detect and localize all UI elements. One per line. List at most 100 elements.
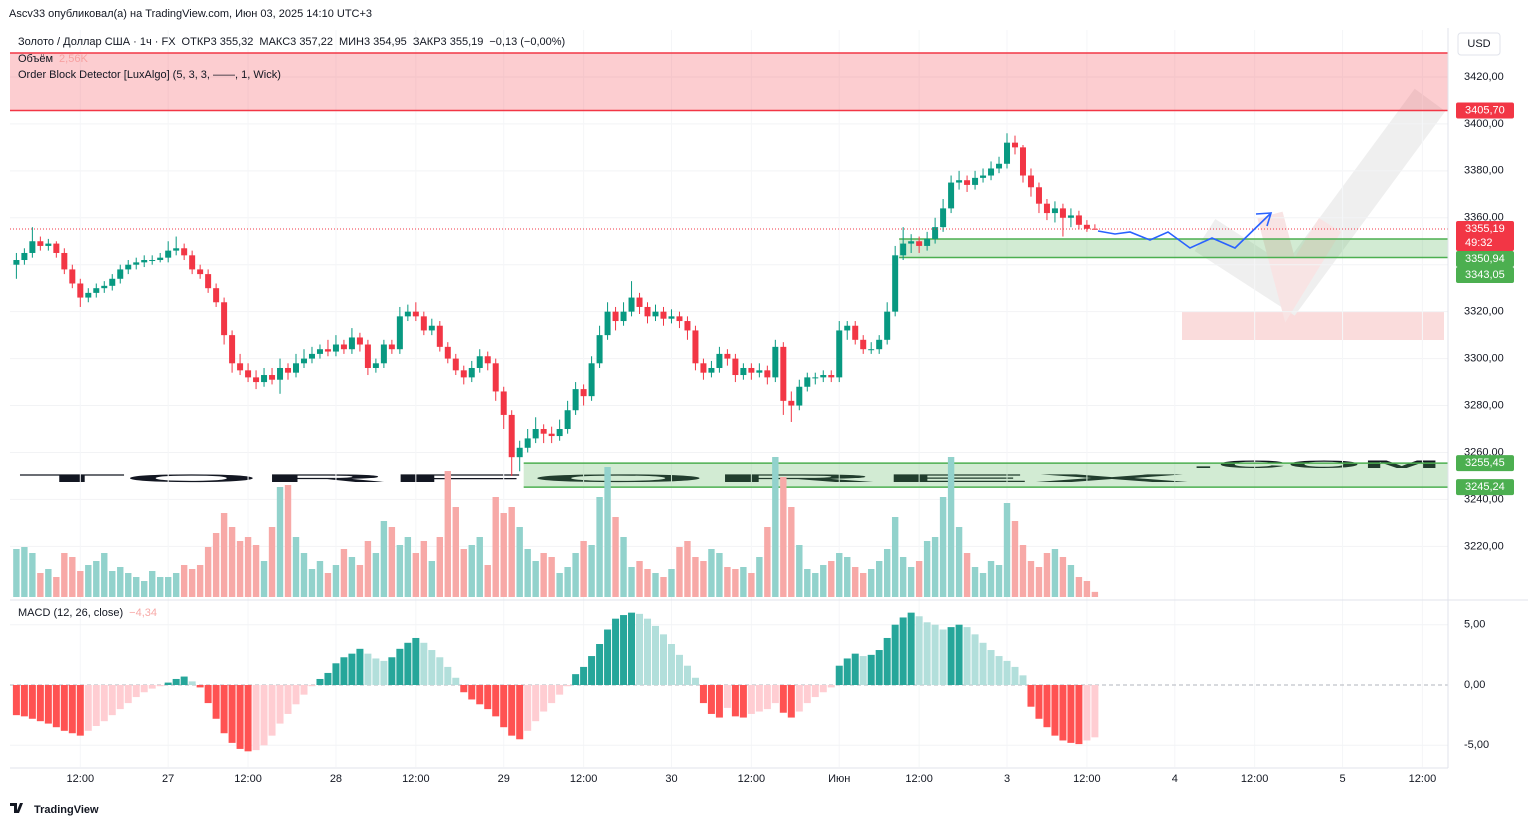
candle-body [916,241,923,246]
volume-bar [1035,567,1043,597]
footer-logo: TradingView [10,803,99,816]
volume-bar [133,577,140,597]
macd-bar [428,650,436,685]
macd-bar [803,685,811,704]
macd-bar [84,685,92,731]
candle-body [1019,147,1026,176]
macd-bar [628,612,636,685]
macd-bar [196,685,204,688]
macd-bar [236,685,244,749]
candle-body [452,358,459,371]
publisher: Ascv33 опубликовал(а) на TradingView.com… [9,8,372,20]
volume-bar [748,573,755,597]
symbol-name: Золото / Доллар США · 1ч · FX [18,36,176,48]
macd-bar [580,666,588,685]
volume-bar [684,541,691,597]
volume-bar [796,545,803,597]
macd-bar [340,657,348,685]
candle-body [412,311,419,317]
volume-bar [700,561,707,597]
candle-body [77,283,84,298]
macd-bar [899,617,907,685]
macd-bar [476,685,484,705]
macd-bar [867,654,875,685]
currency[interactable]: USD [1467,38,1490,50]
candle-body [788,400,795,406]
macd-bar [1091,685,1099,738]
candle-body [868,349,875,351]
volume-bar [300,553,308,597]
price-label: 3350,94 [1465,253,1505,265]
volume-bar [53,577,60,597]
macd-bar [284,685,292,714]
macd-bar [1051,685,1059,736]
candle-body [133,262,140,265]
candle-body [556,429,563,437]
candle-body [692,330,699,364]
candle-body [261,375,268,383]
volume-bar [476,537,483,597]
ohlc-field-name: ЗАКР [413,36,441,48]
volume-bar [532,561,539,597]
macd-bar [875,650,883,685]
volume-bar [804,569,811,597]
candle-body [1091,228,1098,230]
candle-body [772,346,779,378]
macd-bar [148,685,156,689]
macd-bar [787,685,795,718]
x-tick-label: 29 [498,773,510,785]
volume-bar [460,549,467,597]
macd-bar [1003,660,1011,685]
volume-bar [324,573,332,597]
candle-body [348,337,355,350]
macd-bar [324,672,332,685]
volume-bar [69,557,76,597]
volume-bar [588,545,595,597]
candle-body [476,356,483,368]
candle-body [524,438,531,448]
volume-bar [995,565,1003,597]
volume-bar [652,573,659,597]
candle-body [572,389,579,411]
macd-bar [572,674,580,685]
candle-body [221,302,228,336]
candle-body [492,363,499,392]
candle-body [628,297,635,312]
macd-bar [92,685,100,726]
candle-body [1067,215,1074,218]
macd-bar [859,656,867,685]
volume-bar [860,573,867,597]
macd-bar [300,685,308,695]
candle-body [420,316,427,331]
macd-bar [835,665,843,685]
volume-bar [1043,553,1051,597]
volume-bar [620,537,627,597]
volume-bar [612,517,619,597]
candle-body [229,335,236,364]
volume-bar [149,571,156,597]
volume-bar [1011,521,1019,597]
macd-bar [955,624,963,685]
macd-bar [444,666,452,685]
macd-bar [1083,685,1091,741]
candle-body [700,363,707,373]
macd-bar [939,629,947,685]
candle-body [1035,187,1042,204]
volume-legend-name: Объём [18,53,53,65]
macd-bar [851,653,859,685]
volume-bar [212,533,220,597]
candle-body [125,264,132,270]
volume-bar [971,567,979,597]
volume-bar [204,547,212,597]
candle-body [484,356,491,364]
currency-box[interactable] [1457,32,1501,56]
y-tick-label: 3280,00 [1464,399,1504,411]
volume-bar [85,565,92,597]
candle-body [1083,224,1090,229]
candle-body [181,248,188,256]
macd-bar [412,637,420,685]
macd-bar [452,677,460,685]
macd-bar [931,624,939,685]
macd-bar [1019,675,1027,685]
candle-body [884,311,891,340]
